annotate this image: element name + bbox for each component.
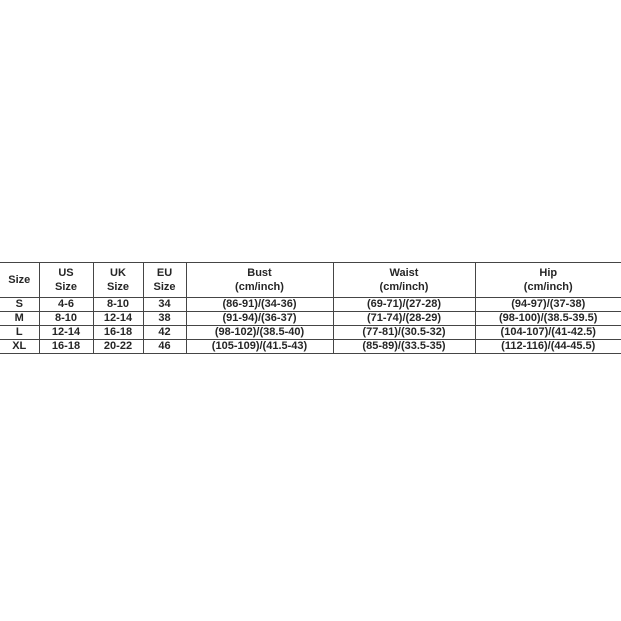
column-header-bust: Bust (cm/inch)	[185, 262, 334, 298]
cell-hip: (94-97)/(37-38)	[474, 297, 621, 312]
cell-eu-size: 38	[142, 311, 187, 326]
column-header-waist: Waist (cm/inch)	[332, 262, 476, 298]
size-chart-table: Size US Size UK Size EU Size Bust (cm/in…	[0, 262, 621, 354]
header-row: Size US Size UK Size EU Size Bust (cm/in…	[0, 262, 621, 298]
table-row-m: M 8-10 12-14 38 (91-94)/(36-37) (71-74)/…	[0, 311, 621, 326]
cell-size-label: XL	[0, 339, 40, 354]
cell-us-size: 8-10	[38, 311, 94, 326]
cell-bust: (98-102)/(38.5-40)	[185, 325, 334, 340]
cell-eu-size: 42	[142, 325, 187, 340]
cell-uk-size: 8-10	[92, 297, 144, 312]
table-row-xl: XL 16-18 20-22 46 (105-109)/(41.5-43) (8…	[0, 339, 621, 354]
cell-uk-size: 20-22	[92, 339, 144, 354]
cell-us-size: 16-18	[38, 339, 94, 354]
cell-bust: (105-109)/(41.5-43)	[185, 339, 334, 354]
cell-eu-size: 34	[142, 297, 187, 312]
column-header-size: Size	[0, 262, 40, 298]
cell-hip: (112-116)/(44-45.5)	[474, 339, 621, 354]
cell-waist: (85-89)/(33.5-35)	[332, 339, 476, 354]
cell-waist: (77-81)/(30.5-32)	[332, 325, 476, 340]
size-chart-header: Size US Size UK Size EU Size Bust (cm/in…	[0, 262, 621, 298]
cell-uk-size: 12-14	[92, 311, 144, 326]
column-header-eu-size: EU Size	[142, 262, 187, 298]
size-chart-body: S 4-6 8-10 34 (86-91)/(34-36) (69-71)/(2…	[0, 297, 621, 354]
column-header-uk-size: UK Size	[92, 262, 144, 298]
cell-size-label: S	[0, 297, 40, 312]
cell-waist: (69-71)/(27-28)	[332, 297, 476, 312]
cell-us-size: 12-14	[38, 325, 94, 340]
cell-us-size: 4-6	[38, 297, 94, 312]
cell-waist: (71-74)/(28-29)	[332, 311, 476, 326]
column-header-us-size: US Size	[38, 262, 94, 298]
cell-size-label: L	[0, 325, 40, 340]
cell-bust: (86-91)/(34-36)	[185, 297, 334, 312]
table-row-l: L 12-14 16-18 42 (98-102)/(38.5-40) (77-…	[0, 325, 621, 340]
column-header-hip: Hip (cm/inch)	[474, 262, 621, 298]
cell-size-label: M	[0, 311, 40, 326]
table-row-s: S 4-6 8-10 34 (86-91)/(34-36) (69-71)/(2…	[0, 297, 621, 312]
cell-hip: (98-100)/(38.5-39.5)	[474, 311, 621, 326]
cell-bust: (91-94)/(36-37)	[185, 311, 334, 326]
cell-uk-size: 16-18	[92, 325, 144, 340]
cell-eu-size: 46	[142, 339, 187, 354]
cell-hip: (104-107)/(41-42.5)	[474, 325, 621, 340]
